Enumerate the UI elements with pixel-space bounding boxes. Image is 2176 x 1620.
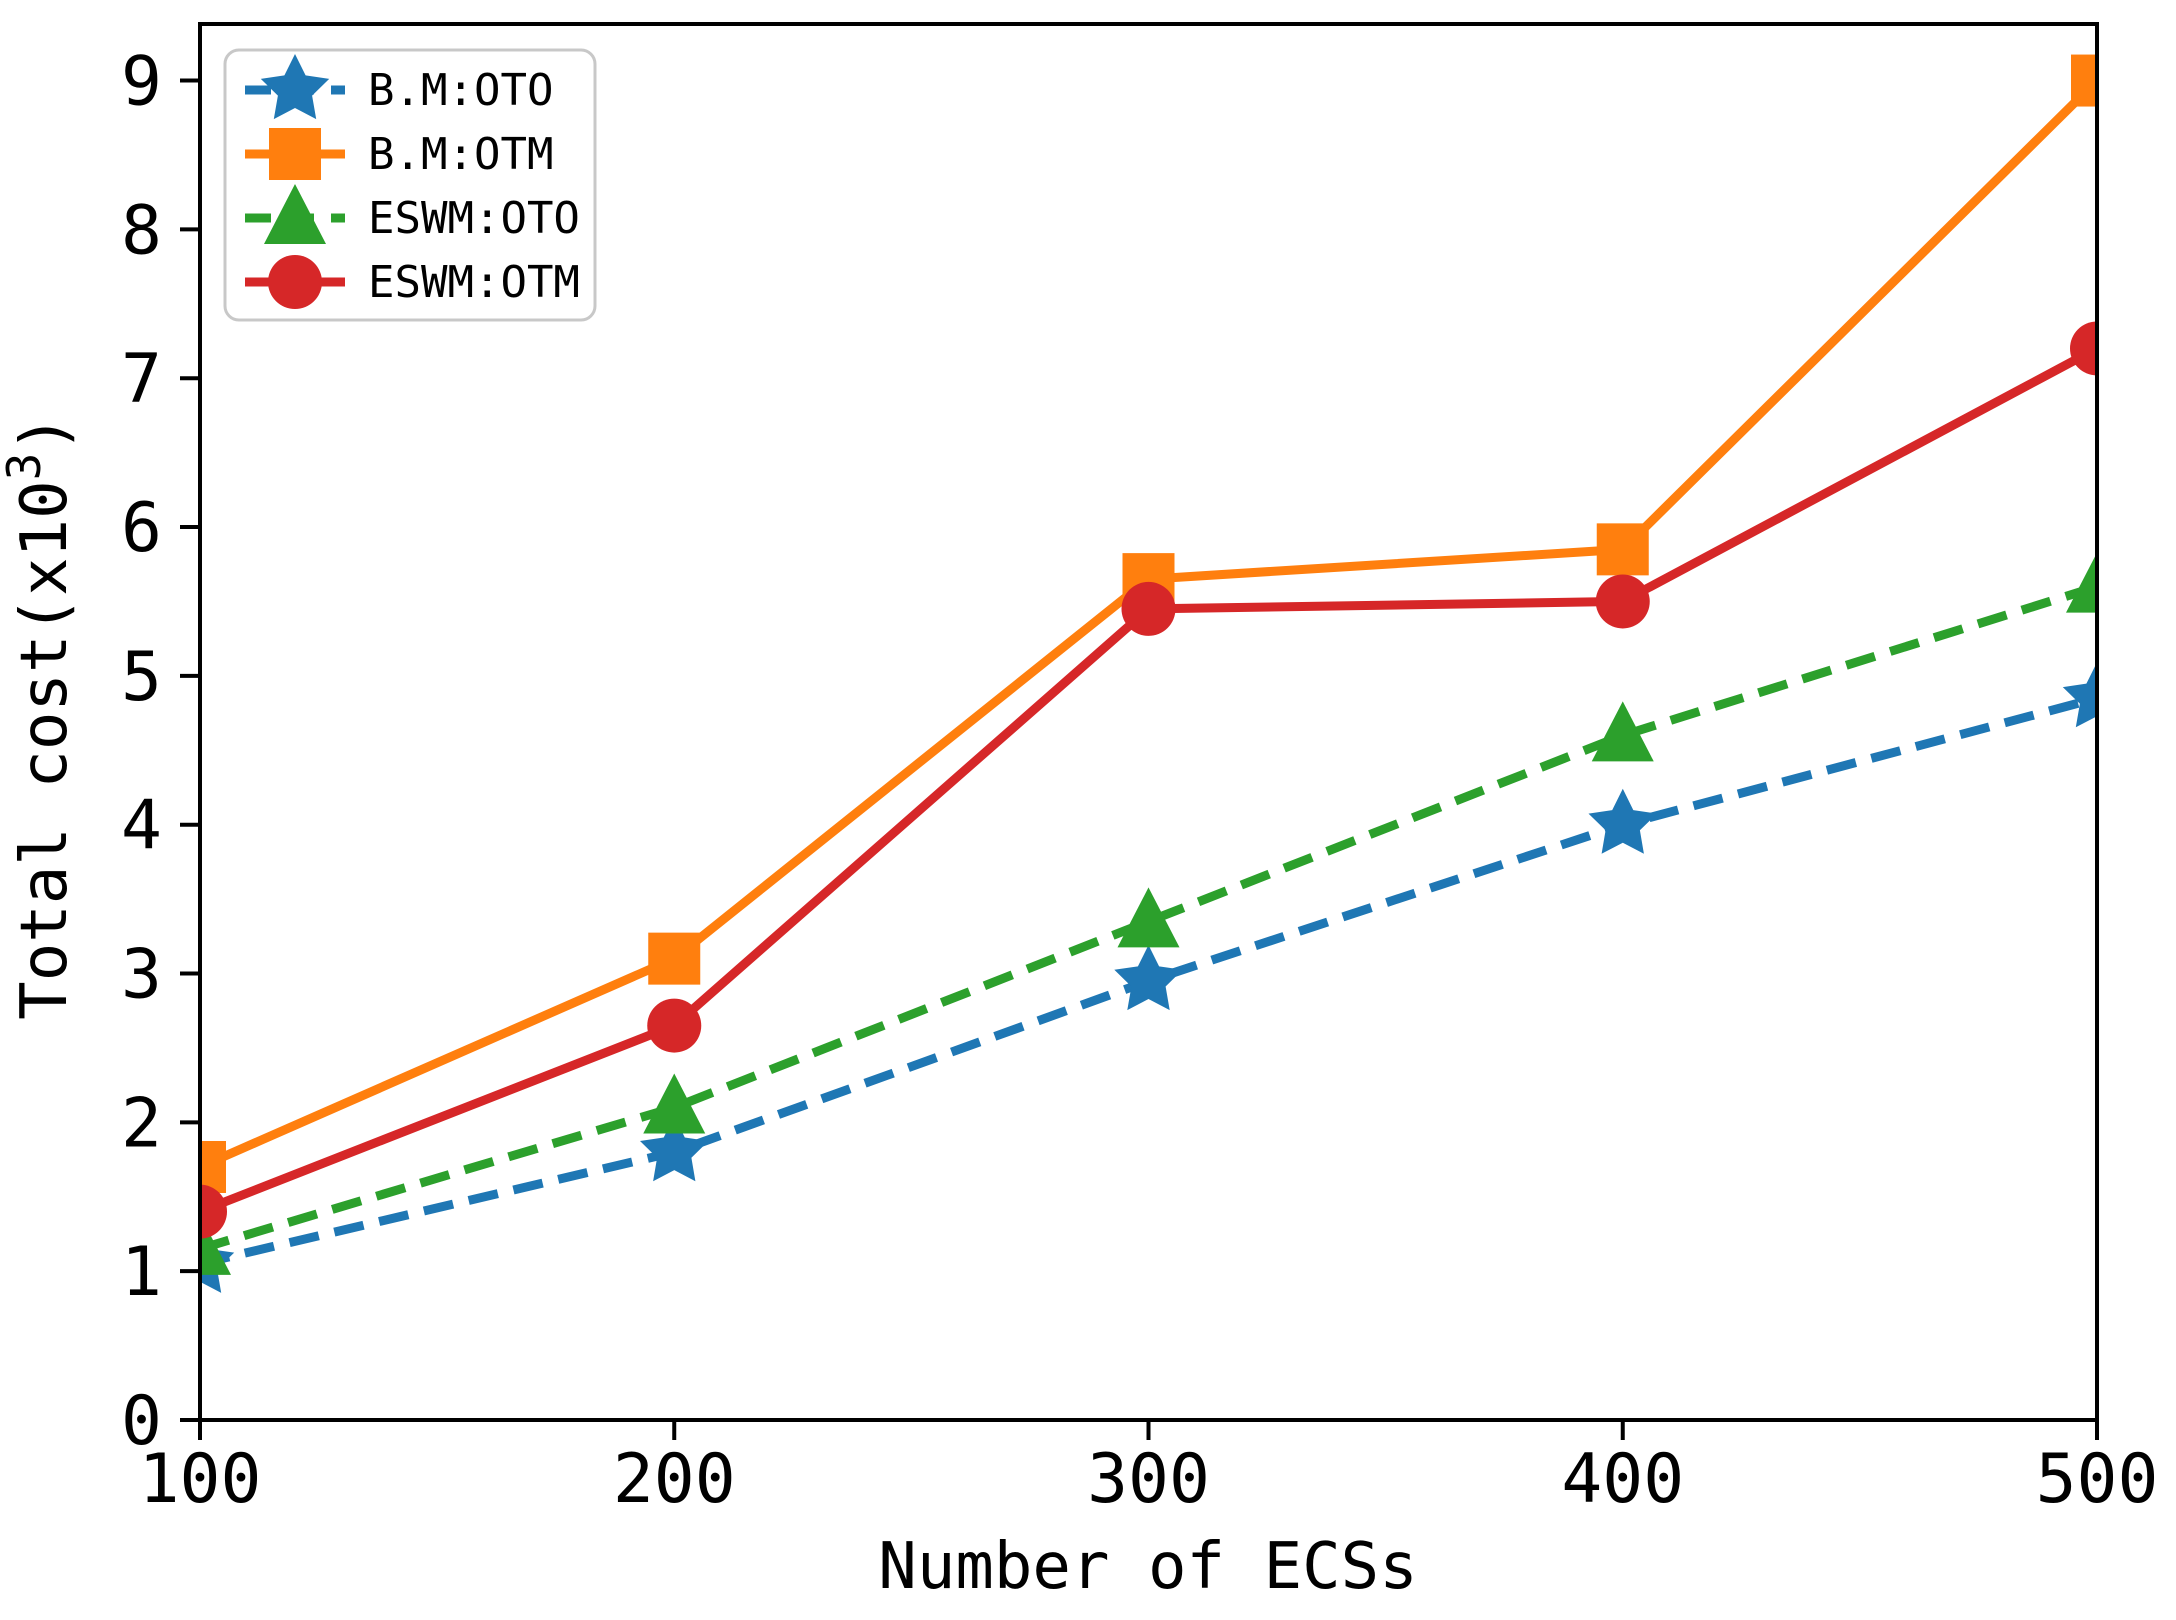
y-tick-label: 1 bbox=[121, 1233, 162, 1312]
series-b-m-oto bbox=[200, 662, 2097, 1293]
y-tick-label: 0 bbox=[121, 1382, 162, 1461]
legend-label-b-m-oto: B.M:OTO bbox=[368, 65, 553, 116]
triangle-marker-eswm-oto bbox=[1591, 701, 1654, 762]
legend-label-eswm-otm: ESWM:OTM bbox=[368, 257, 580, 308]
square-marker-b-m-otm bbox=[648, 932, 701, 985]
y-axis-label: Total cost(x103) bbox=[0, 414, 82, 1020]
star-icon bbox=[260, 54, 330, 120]
circle-marker-eswm-otm bbox=[200, 1184, 227, 1239]
legend-item-b-m-oto: B.M:OTO bbox=[245, 54, 553, 120]
axes-ticks: 0 1 2 3 4 5 6 7 8 9 100 200 300 400 500 bbox=[121, 43, 2158, 1519]
x-tick-label: 500 bbox=[2036, 1440, 2159, 1519]
series-line-eswm-oto bbox=[200, 582, 2097, 1254]
legend-label-b-m-otm: B.M:OTM bbox=[368, 129, 553, 180]
series-line-eswm-otm bbox=[200, 344, 2097, 1216]
square-marker-b-m-otm bbox=[2071, 54, 2097, 107]
star-marker-b-m-oto bbox=[2062, 662, 2097, 728]
legend-item-eswm-otm: ESWM:OTM bbox=[245, 255, 580, 309]
triangle-marker-eswm-oto bbox=[643, 1073, 706, 1134]
series-eswm-otm bbox=[200, 321, 2097, 1239]
star-marker-b-m-oto bbox=[1588, 788, 1657, 854]
y-tick-label: 4 bbox=[121, 787, 162, 866]
x-tick-label: 200 bbox=[613, 1440, 736, 1519]
star-marker-b-m-oto bbox=[640, 1116, 709, 1182]
circle-marker-eswm-otm bbox=[1121, 581, 1176, 636]
y-tick-label: 7 bbox=[121, 340, 162, 419]
legend: B.M:OTO B.M:OTM ESWM:OTO ESWM:OTM bbox=[223, 48, 597, 322]
triangle-marker-eswm-oto bbox=[1117, 887, 1180, 948]
star-marker-b-m-oto bbox=[1114, 945, 1183, 1011]
y-axis-label-main: Total cost(x10 bbox=[8, 480, 82, 1019]
series-layer bbox=[200, 54, 2097, 1293]
y-axis-label-close: ) bbox=[8, 414, 82, 453]
circle-marker-eswm-otm bbox=[647, 998, 702, 1053]
y-tick-label: 9 bbox=[121, 43, 162, 122]
circle-marker-eswm-otm bbox=[1595, 574, 1650, 629]
circle-marker-eswm-otm bbox=[2070, 321, 2097, 376]
y-tick-label: 6 bbox=[121, 489, 162, 568]
y-tick-label: 2 bbox=[121, 1084, 162, 1163]
triangle-icon bbox=[264, 184, 326, 244]
y-tick-label: 8 bbox=[121, 191, 162, 270]
series-eswm-oto bbox=[200, 552, 2097, 1275]
x-tick-label: 100 bbox=[139, 1440, 262, 1519]
square-marker-b-m-otm bbox=[1596, 523, 1649, 576]
triangle-marker-eswm-oto bbox=[2066, 552, 2097, 613]
legend-item-b-m-otm: B.M:OTM bbox=[245, 128, 553, 180]
x-axis-label: Number of ECSs bbox=[878, 1530, 1417, 1604]
x-tick-label: 300 bbox=[1087, 1440, 1210, 1519]
circle-icon bbox=[268, 255, 322, 309]
y-tick-label: 5 bbox=[121, 638, 162, 717]
y-axis-label-superscript: 3 bbox=[0, 453, 51, 481]
legend-label-eswm-oto: ESWM:OTO bbox=[368, 193, 580, 244]
legend-box bbox=[223, 48, 597, 322]
square-icon bbox=[269, 128, 321, 180]
legend-item-eswm-oto: ESWM:OTO bbox=[245, 184, 580, 244]
y-tick-label: 3 bbox=[121, 936, 162, 1015]
x-tick-label: 400 bbox=[1561, 1440, 1684, 1519]
square-marker-b-m-otm bbox=[200, 1140, 226, 1193]
